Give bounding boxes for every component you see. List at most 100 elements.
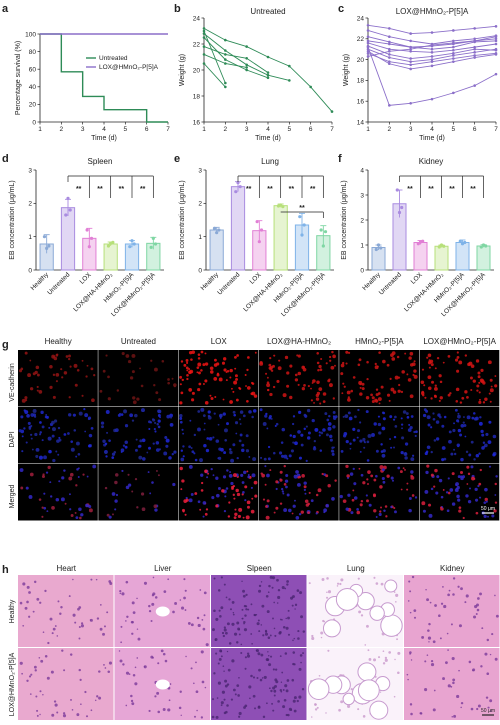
nucleus-dot xyxy=(22,582,26,586)
nucleus-dot xyxy=(157,662,160,665)
cell-dot xyxy=(221,361,226,365)
cell-dot xyxy=(30,437,33,440)
data-point xyxy=(266,73,270,77)
data-point xyxy=(281,205,285,209)
cell-dot xyxy=(284,479,289,483)
data-point xyxy=(409,39,412,43)
cell-dot xyxy=(198,371,201,375)
nucleus-dot xyxy=(132,674,136,677)
nucleus-dot xyxy=(308,582,311,585)
cell-dot xyxy=(246,470,249,473)
cell-dot xyxy=(223,451,227,455)
data-point xyxy=(47,244,51,248)
nucleus-dot xyxy=(357,708,360,711)
nucleus-dot xyxy=(221,690,225,694)
data-point xyxy=(437,245,441,249)
cell-dot xyxy=(427,445,431,449)
cell-dot xyxy=(291,422,295,426)
cell-dot xyxy=(400,417,403,420)
cell-dot xyxy=(273,451,276,455)
cell-dot xyxy=(492,453,496,457)
nucleus-dot xyxy=(33,580,37,584)
cell-dot xyxy=(199,508,202,511)
cell-dot xyxy=(36,389,39,392)
data-point xyxy=(430,44,434,48)
nucleus-dot xyxy=(245,608,248,611)
cell-dot xyxy=(72,413,76,417)
x-tick-label: LOX xyxy=(249,271,264,286)
nucleus-dot xyxy=(460,587,463,591)
nucleus-dot xyxy=(136,657,139,659)
series-line xyxy=(203,46,269,73)
cell-dot xyxy=(167,381,170,385)
nucleus-dot xyxy=(203,591,207,595)
cell-dot xyxy=(229,450,233,455)
micrograph-tile xyxy=(178,350,259,407)
cell-dot xyxy=(376,365,379,368)
cell-dot xyxy=(371,399,375,404)
cell-dot xyxy=(345,440,349,444)
nucleus-dot xyxy=(274,634,277,637)
cell-dot xyxy=(102,369,106,373)
nucleus-dot xyxy=(26,585,30,589)
data-point xyxy=(279,203,283,207)
data-point xyxy=(259,228,264,232)
nucleus-dot xyxy=(388,651,391,654)
nucleus-dot xyxy=(98,670,101,673)
cell-dot xyxy=(124,424,129,428)
cell-dot xyxy=(140,408,145,413)
nucleus-dot xyxy=(42,631,45,634)
nucleus-dot xyxy=(302,630,306,633)
cell-dot xyxy=(485,500,488,503)
cell-dot xyxy=(374,362,377,366)
cell-dot xyxy=(366,459,370,462)
cell-dot xyxy=(319,402,322,405)
cell-dot xyxy=(401,370,405,374)
cell-dot xyxy=(43,492,46,495)
cell-dot xyxy=(409,394,414,399)
cell-dot xyxy=(332,397,335,400)
nucleus-dot xyxy=(211,698,215,701)
cell-dot xyxy=(29,472,34,477)
nucleus-dot xyxy=(408,580,411,583)
cell-dot xyxy=(235,377,239,381)
nucleus-dot xyxy=(256,676,259,679)
cell-dot xyxy=(180,449,184,452)
cell-dot xyxy=(232,484,236,488)
cell-dot xyxy=(76,369,80,372)
cell-dot xyxy=(167,378,170,381)
data-point xyxy=(421,239,425,243)
nucleus-dot xyxy=(432,708,436,712)
nucleus-dot xyxy=(216,697,219,699)
nucleus-dot xyxy=(480,665,483,668)
nucleus-dot xyxy=(460,701,464,705)
nucleus-dot xyxy=(259,678,263,682)
nucleus-dot xyxy=(287,609,290,612)
cell-dot xyxy=(359,503,363,507)
x-tick-label: Untreated xyxy=(216,271,241,296)
cell-dot xyxy=(264,414,268,418)
cell-dot xyxy=(182,445,185,448)
data-point xyxy=(366,41,370,45)
cell-dot xyxy=(156,423,159,426)
panel-letter-a: a xyxy=(2,3,9,15)
cell-dot xyxy=(202,414,206,418)
cell-dot xyxy=(259,361,264,366)
cell-dot xyxy=(388,399,391,402)
cell-dot xyxy=(329,434,333,439)
cell-dot xyxy=(356,510,361,515)
cell-dot xyxy=(157,425,161,429)
cell-dot xyxy=(340,372,344,376)
nucleus-dot xyxy=(409,703,413,706)
cell-dot xyxy=(188,465,193,469)
cell-dot xyxy=(226,422,229,426)
cell-dot xyxy=(445,491,449,494)
cell-dot xyxy=(138,455,143,460)
nucleus-dot xyxy=(438,614,441,618)
cell-dot xyxy=(316,361,320,365)
significance-mark: ** xyxy=(299,205,305,212)
cell-dot xyxy=(362,437,366,442)
cell-dot xyxy=(228,501,231,504)
cell-dot xyxy=(68,396,71,399)
cell-dot xyxy=(350,511,354,515)
